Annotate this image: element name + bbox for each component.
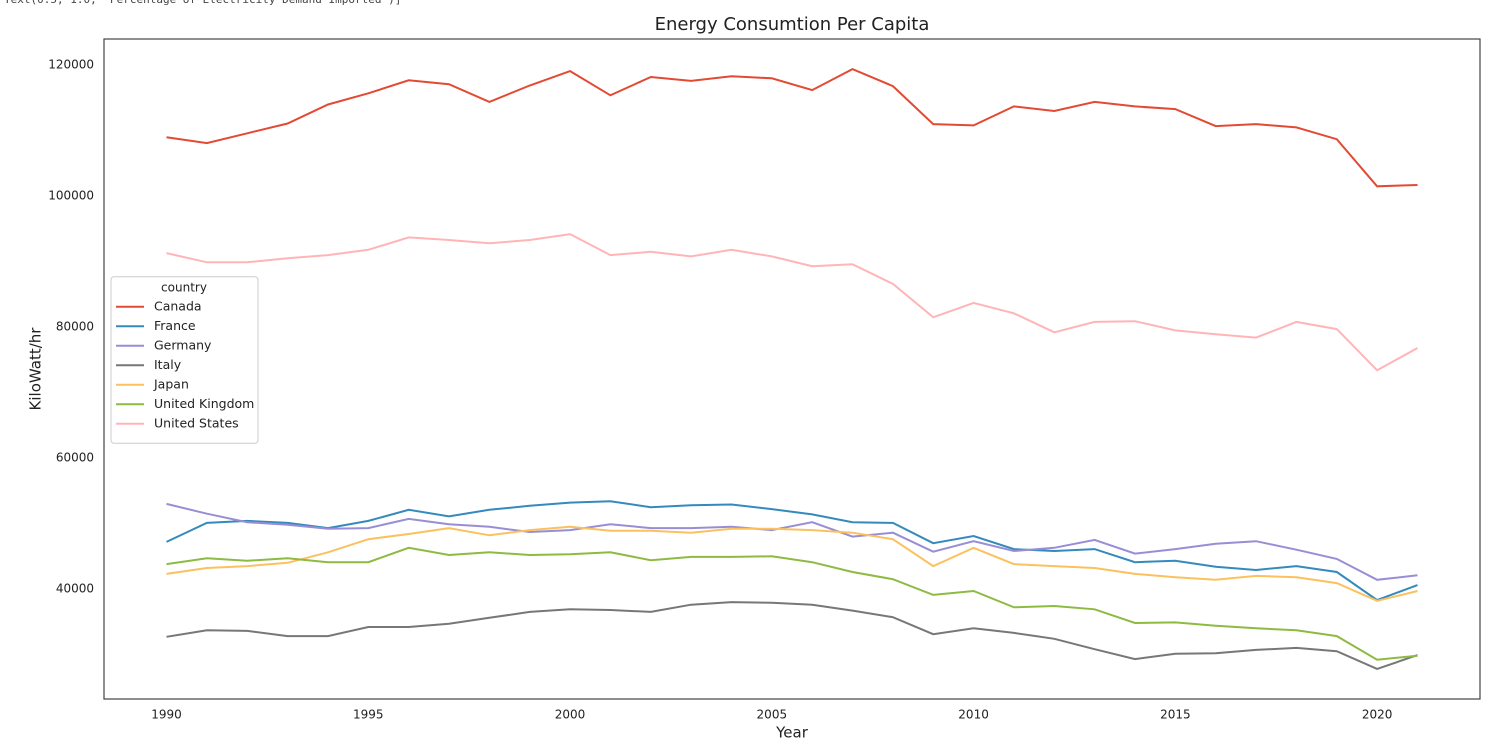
series-line [166, 233, 1418, 372]
series-line [166, 502, 1418, 581]
series-line [166, 601, 1418, 670]
series-line [166, 67, 1418, 188]
legend-label: United Kingdom [154, 396, 254, 411]
x-tick-label: 2000 [555, 708, 586, 722]
x-tick-label: 2015 [1160, 708, 1191, 722]
x-axis-label: Year [775, 724, 809, 742]
y-tick-label: 40000 [56, 582, 94, 596]
legend-label: France [154, 318, 196, 333]
x-tick-label: 2020 [1362, 708, 1393, 722]
chart-title: Energy Consumtion Per Capita [655, 14, 930, 35]
x-tick-label: 1995 [353, 708, 384, 722]
legend-box [110, 276, 259, 444]
legend-label: Japan [153, 376, 189, 391]
legend-label: Germany [154, 337, 212, 352]
y-tick-label: 100000 [48, 189, 94, 203]
legend-label: Canada [154, 298, 202, 313]
x-tick-label: 2005 [757, 708, 788, 722]
output-text: Text(0.5, 1.0, 'Percentage of Electricit… [4, 0, 401, 6]
legend-label: Italy [154, 357, 182, 372]
plot-frame [103, 38, 1481, 700]
series-line [166, 546, 1418, 661]
legend-label: United States [154, 415, 239, 430]
y-tick-label: 60000 [56, 451, 94, 465]
series-line [166, 525, 1418, 602]
y-tick-label: 120000 [48, 58, 94, 72]
x-tick-label: 2010 [958, 708, 989, 722]
series-line [166, 500, 1418, 602]
y-tick-label: 80000 [56, 320, 94, 334]
x-tick-label: 1990 [151, 708, 182, 722]
legend-title: country [161, 280, 207, 294]
y-axis-label: KiloWatt/hr [27, 327, 45, 411]
